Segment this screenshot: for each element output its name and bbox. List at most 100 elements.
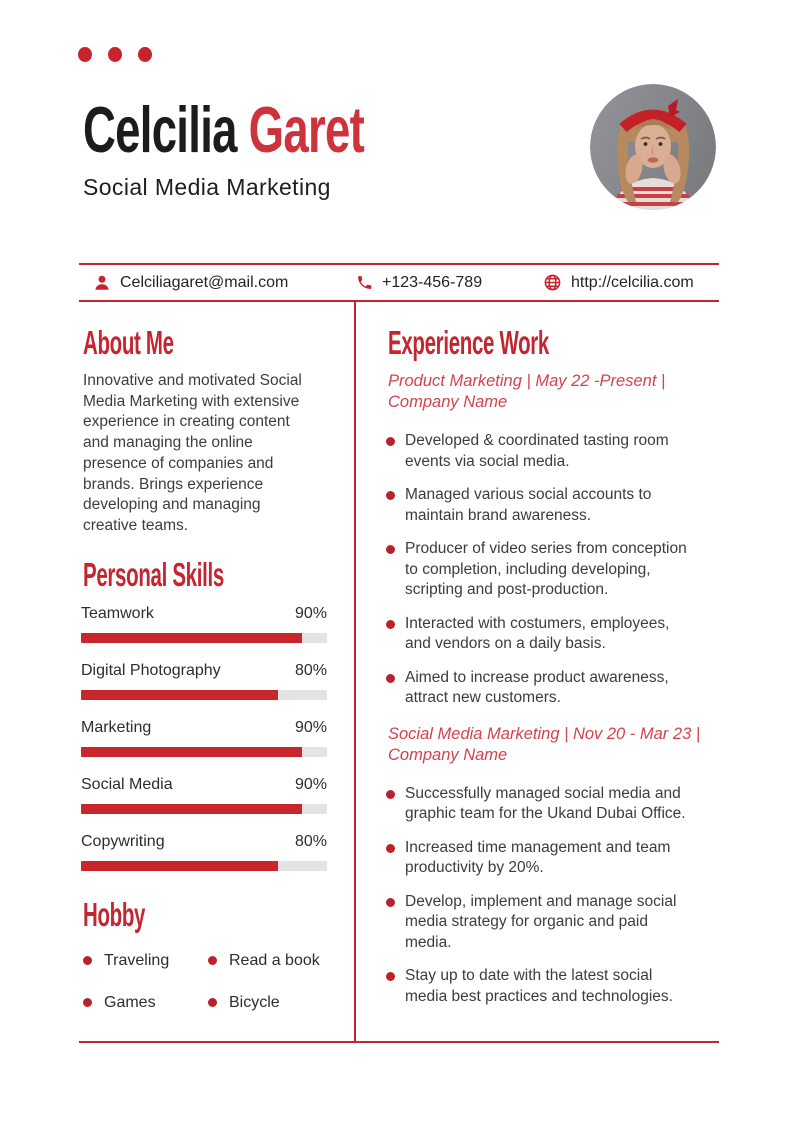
website-text: http://celcilia.com [571, 273, 694, 291]
skill-label: Social Media [81, 776, 173, 793]
job-bullet: Successfully managed social media and gr… [386, 784, 722, 825]
phone-icon [358, 276, 372, 289]
skill-row: Marketing 90% [81, 719, 327, 757]
skill-bar-track [81, 747, 327, 757]
experience-work-title: Experience Work [388, 324, 550, 361]
skill-percent: 90% [294, 719, 327, 736]
hobby-label: Read a book [229, 951, 320, 969]
skill-label: Marketing [81, 719, 152, 736]
email-text: Celciliagaret@mail.com [120, 273, 289, 291]
job-bullet-list: Successfully managed social media and gr… [386, 784, 722, 1008]
job-bullet: Aimed to increase product awareness, att… [386, 668, 722, 709]
job-bullet: Stay up to date with the latest social m… [386, 966, 722, 1007]
job-entry: Product Marketing | May 22 -Present | Co… [386, 371, 722, 709]
skill-row: Teamwork 90% [81, 605, 327, 643]
bullet-dot-icon [386, 972, 395, 981]
bullet-dot-icon [386, 897, 395, 907]
red-dot-icon [138, 47, 152, 62]
profile-photo [590, 84, 716, 210]
job-bullet: Increased time management and team produ… [386, 838, 722, 879]
bullet-dot-icon [208, 956, 217, 965]
contact-bar: Celciliagaret@mail.com +123-456-789 http… [79, 263, 719, 302]
personal-skills-title: Personal Skills [83, 556, 224, 593]
person-icon [95, 275, 109, 290]
person-name: Celcilia Garet [83, 97, 365, 163]
hobby-item: Games [83, 992, 208, 1013]
job-bullet-text: Increased time management and team produ… [405, 838, 671, 877]
bullet-dot-icon [386, 789, 395, 799]
skill-bar-track [81, 804, 327, 814]
hobby-item: Read a book [208, 950, 338, 971]
bullet-dot-icon [386, 437, 395, 446]
job-bullet: Develop, implement and manage social med… [386, 892, 722, 954]
skill-label: Copywriting [81, 833, 165, 850]
hobby-label: Traveling [104, 951, 170, 969]
job-bullet-text: Managed various social accounts to maint… [405, 486, 652, 524]
skill-percent: 90% [294, 605, 327, 622]
skill-row: Copywriting 80% [81, 833, 327, 871]
about-me-paragraph: Innovative and motivated Social Media Ma… [83, 372, 302, 534]
skill-bar-fill [81, 633, 303, 643]
skill-percent: 90% [294, 776, 327, 793]
decorative-dots [78, 47, 152, 62]
skill-bar-fill [81, 861, 278, 871]
phone-text: +123-456-789 [382, 273, 483, 291]
job-bullet-text: Successfully managed social media and gr… [405, 784, 686, 823]
job-bullet: Managed various social accounts to maint… [386, 485, 722, 526]
contact-email[interactable]: Celciliagaret@mail.com [93, 265, 288, 300]
skill-label: Digital Photography [81, 662, 221, 679]
job-entry: Social Media Marketing | Nov 20 - Mar 23… [386, 724, 722, 1008]
last-name: Garet [248, 93, 365, 166]
job-heading: Social Media Marketing | Nov 20 - Mar 23… [388, 724, 701, 764]
job-bullet: Developed & coordinated tasting room eve… [386, 431, 722, 472]
red-dot-icon [108, 47, 122, 62]
bullet-dot-icon [386, 673, 395, 683]
hobby-label: Games [104, 993, 156, 1011]
skill-percent: 80% [294, 662, 327, 679]
contact-phone[interactable]: +123-456-789 [356, 265, 482, 300]
about-me-title: About Me [83, 324, 174, 361]
globe-icon [544, 274, 561, 291]
skill-bar-track [81, 633, 327, 643]
skill-percent: 80% [294, 833, 327, 850]
job-bullet: Producer of video series from conception… [386, 539, 722, 601]
skill-bar-track [81, 861, 327, 871]
experience-section: Product Marketing | May 22 -Present | Co… [386, 371, 722, 1020]
job-bullet-text: Developed & coordinated tasting room eve… [405, 432, 669, 470]
job-bullet-text: Stay up to date with the latest social m… [405, 967, 673, 1005]
job-bullet-list: Developed & coordinated tasting room eve… [386, 431, 722, 709]
hobby-list: Traveling Read a book Games Bicycle [83, 950, 338, 1013]
skill-bar-fill [81, 747, 303, 757]
column-divider [354, 302, 356, 1041]
skill-bar-fill [81, 690, 278, 700]
red-dot-icon [78, 47, 92, 62]
job-heading: Product Marketing | May 22 -Present | Co… [388, 372, 666, 411]
bullet-dot-icon [386, 843, 395, 853]
job-bullet-text: Producer of video series from conception… [405, 540, 687, 598]
job-bullet-text: Interacted with costumers, employees, an… [405, 614, 670, 653]
bullet-dot-icon [386, 619, 395, 629]
job-bullet-text: Aimed to increase product awareness, att… [405, 668, 669, 707]
skill-label: Teamwork [81, 605, 154, 622]
skill-bar-fill [81, 804, 303, 814]
bullet-dot-icon [208, 998, 217, 1007]
job-title-subtitle: Social Media Marketing [83, 174, 331, 200]
hobby-title: Hobby [83, 896, 146, 933]
bullet-dot-icon [386, 545, 395, 554]
skill-row: Digital Photography 80% [81, 662, 327, 700]
job-bullet-text: Develop, implement and manage social med… [405, 892, 677, 951]
hobby-item: Traveling [83, 950, 208, 971]
job-bullet: Interacted with costumers, employees, an… [386, 614, 722, 655]
first-name: Celcilia [83, 93, 249, 166]
bullet-dot-icon [83, 998, 92, 1007]
contact-website[interactable]: http://celcilia.com [543, 265, 694, 300]
portrait-illustration [590, 84, 716, 210]
bottom-rule [79, 1041, 719, 1043]
bullet-dot-icon [83, 956, 92, 965]
hobby-label: Bicycle [229, 993, 280, 1011]
hobby-item: Bicycle [208, 992, 338, 1013]
skill-row: Social Media 90% [81, 776, 327, 814]
bullet-dot-icon [386, 491, 395, 500]
skill-bar-track [81, 690, 327, 700]
